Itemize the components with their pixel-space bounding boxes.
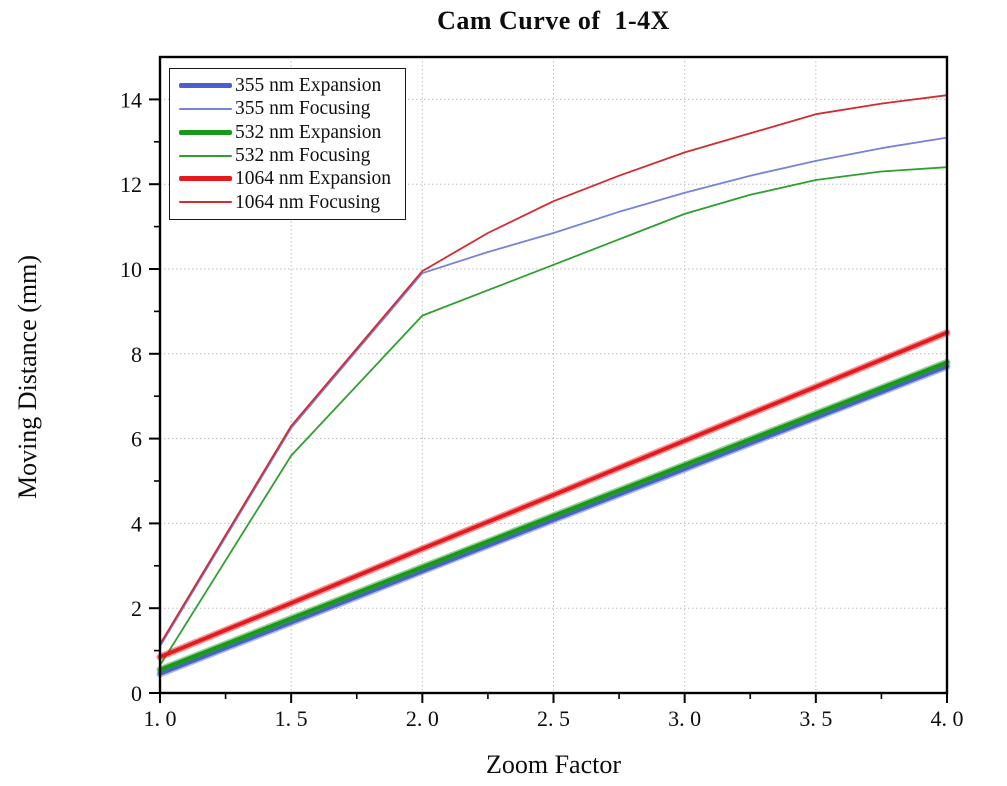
x-axis-title: Zoom Factor — [485, 750, 622, 779]
chart-title: Cam Curve of 1-4X — [437, 6, 670, 35]
legend-item-label: 1064 nm Focusing — [235, 191, 381, 213]
series-line-355-nm-focusing — [159, 136, 948, 647]
legend-line-sample — [179, 176, 232, 182]
x-tick-label: 3. 5 — [799, 706, 832, 731]
legend-item: 355 nm Expansion — [179, 74, 391, 97]
legend-item-label: 532 nm Expansion — [235, 121, 382, 143]
y-tick-label: 2 — [131, 596, 142, 621]
y-tick-label: 8 — [131, 342, 142, 367]
legend-item: 1064 nm Focusing — [179, 191, 391, 214]
y-tick-label: 12 — [120, 172, 142, 197]
y-tick-label: 0 — [131, 681, 142, 706]
legend-line-sample — [179, 154, 232, 157]
series-line-532-nm-focusing — [159, 166, 948, 666]
series-line-532-nm-expansion — [158, 360, 949, 672]
legend-line-sample — [179, 83, 232, 89]
legend-line-sample — [179, 129, 232, 135]
legend: 355 nm Expansion 355 nm Focusing 532 nm Ex… — [169, 68, 406, 220]
x-tick-label: 1. 0 — [144, 706, 177, 731]
legend-item: 1064 nm Expansion — [179, 167, 391, 190]
legend-line-sample — [179, 107, 232, 110]
legend-item: 355 nm Focusing — [179, 97, 391, 120]
y-tick-label: 6 — [131, 427, 142, 452]
series-line-355-nm-expansion — [158, 364, 949, 676]
series-line-1064-nm-expansion — [158, 330, 949, 659]
series-line-1064-nm-focusing — [159, 94, 948, 645]
legend-line-sample — [179, 201, 232, 204]
legend-item-label: 1064 nm Expansion — [235, 168, 391, 190]
y-tick-label: 10 — [120, 257, 142, 282]
y-tick-label: 4 — [131, 511, 142, 536]
x-tick-label: 2. 0 — [406, 706, 439, 731]
y-tick-label: 14 — [120, 87, 142, 112]
x-tick-label: 1. 5 — [275, 706, 308, 731]
legend-item-label: 355 nm Expansion — [235, 74, 382, 96]
x-tick-label: 3. 0 — [668, 706, 701, 731]
legend-item: 532 nm Focusing — [179, 144, 391, 167]
legend-item: 532 nm Expansion — [179, 121, 391, 144]
legend-item-label: 355 nm Focusing — [235, 98, 371, 120]
x-tick-label: 4. 0 — [931, 706, 964, 731]
legend-item-label: 532 nm Focusing — [235, 144, 371, 166]
plot-frame — [158, 55, 949, 695]
x-tick-label: 2. 5 — [537, 706, 570, 731]
